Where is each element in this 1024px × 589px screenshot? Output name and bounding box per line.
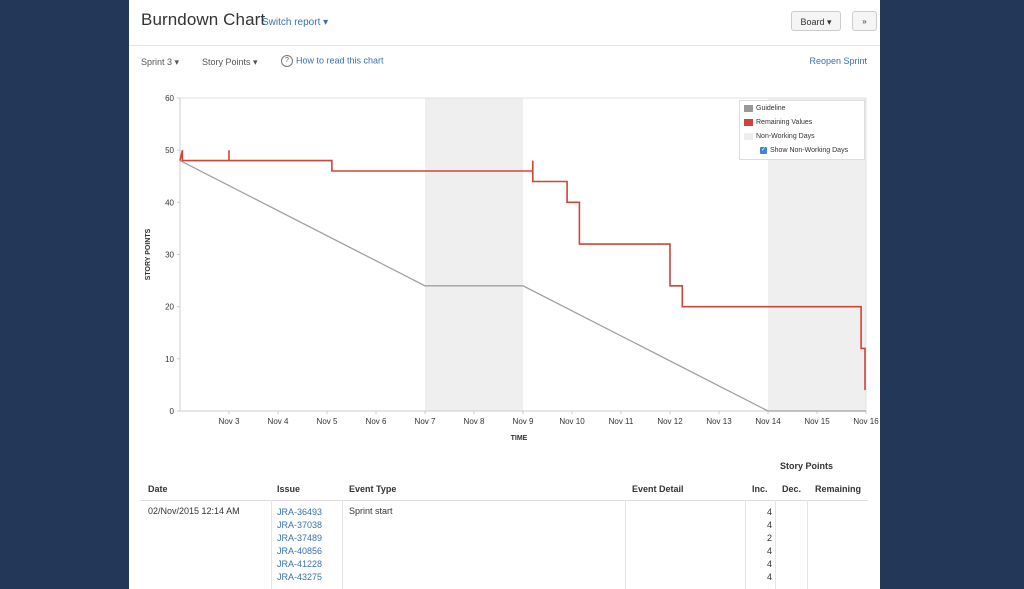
y-tick-label: 60 (165, 94, 174, 103)
table-row: 02/Nov/2015 12:14 AM JRA-36493 JRA-37038… (141, 500, 868, 589)
chart-legend: Guideline Remaining Values Non-Working D… (739, 100, 865, 160)
y-tick-label: 10 (165, 355, 174, 364)
burndown-panel: Burndown Chart Switch report ▾ Board ▾ »… (129, 0, 880, 589)
estimation-dropdown[interactable]: Story Points ▾ (202, 57, 258, 67)
issue-link[interactable]: JRA-37038 (277, 520, 323, 530)
x-tick-label: Nov 15 (804, 417, 830, 426)
col-inc: Inc. (752, 484, 768, 494)
issue-link[interactable]: JRA-43275 (277, 572, 323, 582)
x-tick-label: Nov 6 (366, 417, 387, 426)
page-title: Burndown Chart (141, 10, 266, 29)
col-event-detail: Event Detail (632, 484, 684, 494)
x-tick-label: Nov 4 (268, 417, 289, 426)
x-axis-title: TIME (511, 435, 528, 442)
y-tick-label: 0 (170, 407, 175, 416)
row-event-type: Sprint start (349, 506, 393, 516)
x-tick-label: Nov 11 (609, 417, 634, 426)
story-points-group-header: Story Points (780, 461, 834, 471)
inc-value: 4 (766, 507, 772, 517)
column-divider (745, 500, 746, 589)
x-tick-label: Nov 9 (513, 417, 534, 426)
collapse-icon[interactable]: » (852, 11, 877, 31)
y-axis-title: STORY POINTS (145, 228, 152, 280)
x-tick-label: Nov 13 (706, 417, 732, 426)
x-tick-label: Nov 16 (853, 417, 879, 426)
inc-value: 4 (766, 546, 772, 556)
inc-value: 4 (766, 572, 772, 582)
legend-guideline[interactable]: Guideline (744, 104, 786, 114)
x-tick-label: Nov 7 (415, 417, 436, 426)
col-dec: Dec. (782, 484, 802, 494)
report-header: Burndown Chart Switch report ▾ Board ▾ » (129, 0, 880, 46)
guideline-line (179, 160, 866, 412)
guideline-swatch (744, 104, 753, 112)
non-working-swatch (744, 132, 753, 140)
inc-value: 2 (766, 533, 772, 543)
table-header: Date Issue Event Type Event Detail Inc. … (141, 478, 868, 501)
column-divider (625, 500, 626, 589)
x-tick-label: Nov 3 (219, 417, 240, 426)
legend-remaining[interactable]: Remaining Values (744, 118, 812, 128)
legend-non-working[interactable]: Non-Working Days (744, 132, 815, 142)
help-icon: ? (281, 55, 293, 67)
row-date: 02/Nov/2015 12:14 AM (148, 506, 240, 516)
inc-value: 4 (766, 520, 772, 530)
reopen-sprint-link[interactable]: Reopen Sprint (809, 56, 867, 66)
board-button[interactable]: Board ▾ (791, 11, 841, 31)
column-divider (271, 500, 272, 589)
y-tick-label: 30 (165, 251, 174, 260)
issue-list: JRA-36493 JRA-37038 JRA-37489 JRA-40856 … (277, 506, 322, 584)
column-divider (775, 500, 776, 589)
inc-values: 4 4 2 4 4 4 (750, 506, 772, 584)
legend-remaining-label: Remaining Values (756, 119, 813, 126)
x-tick-label: Nov 8 (464, 417, 485, 426)
remaining-swatch (744, 118, 753, 126)
issue-link[interactable]: JRA-40856 (277, 546, 323, 556)
remaining-values-line (179, 150, 866, 391)
col-date: Date (148, 484, 168, 494)
x-tick-label: Nov 10 (559, 417, 585, 426)
sprint-dropdown[interactable]: Sprint 3 ▾ (141, 57, 180, 67)
checkbox-checked-icon[interactable]: ✓ (760, 146, 767, 154)
issue-link[interactable]: JRA-37489 (277, 533, 323, 543)
column-divider (807, 500, 808, 589)
x-tick-label: Nov 12 (657, 417, 683, 426)
y-tick-label: 40 (165, 198, 174, 207)
x-tick-label: Nov 5 (317, 417, 338, 426)
x-tick-label: Nov 14 (755, 417, 781, 426)
y-tick-label: 50 (165, 146, 174, 155)
col-issue: Issue (277, 484, 301, 494)
col-remaining: Remaining (815, 484, 862, 494)
legend-non-working-label: Non-Working Days (756, 133, 815, 140)
legend-guideline-label: Guideline (756, 105, 786, 112)
non-working-band (425, 98, 523, 411)
y-tick-label: 20 (165, 303, 174, 312)
column-divider (342, 500, 343, 589)
issue-link[interactable]: JRA-36493 (277, 507, 323, 517)
how-to-read-link[interactable]: ? How to read this chart (281, 55, 384, 67)
how-to-read-label: How to read this chart (296, 55, 384, 66)
col-event-type: Event Type (349, 484, 397, 494)
issue-link[interactable]: JRA-41228 (277, 559, 323, 569)
show-non-working-label: Show Non-Working Days (770, 147, 849, 154)
report-toolbar: Sprint 3 ▾ Story Points ▾ ? How to read t… (129, 50, 880, 74)
show-non-working-toggle[interactable]: ✓ Show Non-Working Days (760, 146, 848, 156)
switch-report-link[interactable]: Switch report ▾ (262, 17, 329, 28)
inc-value: 4 (766, 559, 772, 569)
